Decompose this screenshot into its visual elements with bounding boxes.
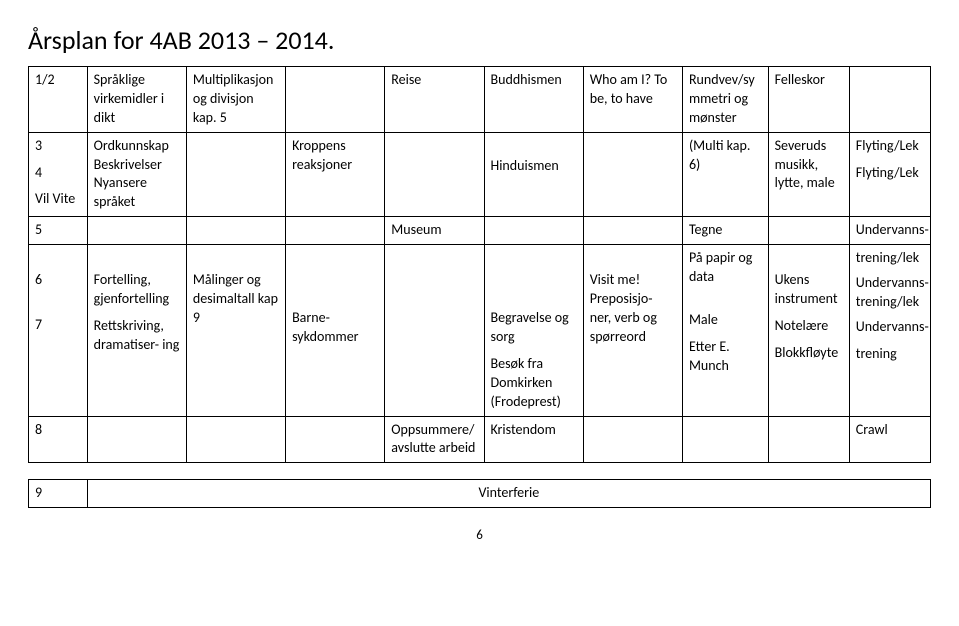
footer-table: 9 Vinterferie bbox=[28, 479, 931, 508]
cell-text: Flyting/Lek bbox=[856, 137, 924, 156]
cell: Oppsummere/ avslutte arbeid bbox=[385, 416, 484, 463]
cell: Fortelling, gjenfortelling Rettskriving,… bbox=[87, 245, 186, 416]
cell: Kroppens reaksjoner bbox=[286, 132, 385, 217]
cell bbox=[286, 67, 385, 133]
cell: Flyting/Lek Flyting/Lek bbox=[849, 132, 930, 217]
cell: Begravelse og sorg Besøk fra Domkirken (… bbox=[484, 245, 583, 416]
cell bbox=[186, 416, 285, 463]
cell: Barne- sykdommer bbox=[286, 245, 385, 416]
cell: Who am I? To be, to have bbox=[583, 67, 682, 133]
cell-text: Visit me! Preposisjo- ner, verb og spørr… bbox=[590, 271, 676, 347]
cell bbox=[385, 245, 484, 416]
cell-text: Fortelling, gjenfortelling bbox=[94, 271, 180, 309]
cell: trening/lek Undervanns- trening/lek Unde… bbox=[849, 245, 930, 416]
cell: Tegne bbox=[682, 217, 768, 245]
cell: 3 4 Vil Vite bbox=[29, 132, 88, 217]
cell: Ukens instrument Notelære Blokkfløyte bbox=[768, 245, 849, 416]
cell: 9 bbox=[29, 480, 88, 508]
cell-text: trening/lek bbox=[856, 249, 924, 268]
cell: Målinger og desimaltall kap 9 bbox=[186, 245, 285, 416]
cell bbox=[87, 416, 186, 463]
cell bbox=[186, 132, 285, 217]
cell: Museum bbox=[385, 217, 484, 245]
cell-text: Male bbox=[689, 311, 762, 330]
cell-text: Undervanns- trening/lek bbox=[856, 274, 924, 312]
table-row: 3 4 Vil Vite Ordkunnskap Beskrivelser Ny… bbox=[29, 132, 931, 217]
cell-text: trening bbox=[856, 345, 924, 364]
table-row: 8 Oppsummere/ avslutte arbeid Kristendom… bbox=[29, 416, 931, 463]
cell-text: På papir og data bbox=[689, 249, 762, 287]
cell: Undervanns- bbox=[849, 217, 930, 245]
table-row: 1/2 Språklige virkemidler i dikt Multipl… bbox=[29, 67, 931, 133]
cell: Felleskor bbox=[768, 67, 849, 133]
cell bbox=[583, 416, 682, 463]
cell-text: Målinger og desimaltall kap 9 bbox=[193, 271, 279, 328]
cell-text: 4 bbox=[35, 164, 81, 183]
cell bbox=[768, 416, 849, 463]
cell-text: Begravelse og sorg bbox=[491, 309, 577, 347]
cell: Ordkunnskap Beskrivelser Nyansere språke… bbox=[87, 132, 186, 217]
cell-text: Undervanns- bbox=[856, 318, 924, 337]
table-row: 5 Museum Tegne Undervanns- bbox=[29, 217, 931, 245]
cell-text: 7 bbox=[35, 316, 81, 335]
cell: Severuds musikk, lytte, male bbox=[768, 132, 849, 217]
cell: Multiplikasjon og divisjon kap. 5 bbox=[186, 67, 285, 133]
cell-text: 3 bbox=[35, 137, 81, 156]
cell bbox=[484, 217, 583, 245]
cell-text: Barne- sykdommer bbox=[292, 309, 378, 347]
cell: På papir og data Male Etter E. Munch bbox=[682, 245, 768, 416]
schedule-table: 1/2 Språklige virkemidler i dikt Multipl… bbox=[28, 66, 931, 463]
cell: 6 7 bbox=[29, 245, 88, 416]
cell bbox=[682, 416, 768, 463]
cell: Språklige virkemidler i dikt bbox=[87, 67, 186, 133]
cell: 1/2 bbox=[29, 67, 88, 133]
cell bbox=[186, 217, 285, 245]
cell: (Multi kap. 6) bbox=[682, 132, 768, 217]
cell bbox=[849, 67, 930, 133]
page-number: 6 bbox=[28, 528, 931, 543]
cell-text: Vil Vite bbox=[35, 190, 81, 209]
cell: Crawl bbox=[849, 416, 930, 463]
cell: 5 bbox=[29, 217, 88, 245]
cell: Vinterferie bbox=[87, 480, 930, 508]
cell-text: Besøk fra Domkirken (Frodeprest) bbox=[491, 355, 577, 412]
cell: Visit me! Preposisjo- ner, verb og spørr… bbox=[583, 245, 682, 416]
cell: Reise bbox=[385, 67, 484, 133]
cell-text: Rettskriving, dramatiser- ing bbox=[94, 317, 180, 355]
cell bbox=[286, 217, 385, 245]
table-row: 6 7 Fortelling, gjenfortelling Rettskriv… bbox=[29, 245, 931, 416]
cell-text: 6 bbox=[35, 271, 81, 290]
cell bbox=[87, 217, 186, 245]
cell bbox=[385, 132, 484, 217]
cell bbox=[583, 132, 682, 217]
cell bbox=[286, 416, 385, 463]
cell-text: Ukens instrument bbox=[775, 271, 843, 309]
cell-text: Blokkfløyte bbox=[775, 344, 843, 363]
cell: 8 bbox=[29, 416, 88, 463]
cell bbox=[583, 217, 682, 245]
cell bbox=[768, 217, 849, 245]
cell-text: Notelære bbox=[775, 317, 843, 336]
cell: Buddhismen bbox=[484, 67, 583, 133]
cell: Rundvev/sy mmetri og mønster bbox=[682, 67, 768, 133]
page-title: Årsplan for 4AB 2013 – 2014. bbox=[28, 24, 931, 56]
cell-text: Flyting/Lek bbox=[856, 164, 924, 183]
cell: Kristendom bbox=[484, 416, 583, 463]
table-row: 9 Vinterferie bbox=[29, 480, 931, 508]
cell: Hinduismen bbox=[484, 132, 583, 217]
cell-text: Etter E. Munch bbox=[689, 338, 762, 376]
